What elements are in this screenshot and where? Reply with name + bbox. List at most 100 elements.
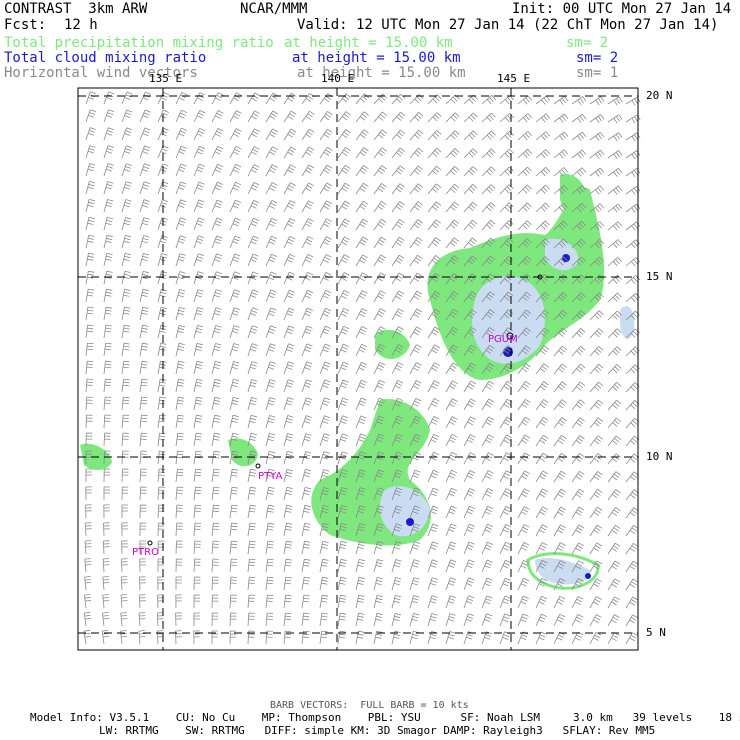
wind-barb xyxy=(121,342,130,357)
wind-barb xyxy=(445,505,457,519)
wind-barb xyxy=(391,308,404,321)
wind-barb xyxy=(175,91,188,105)
wind-barb xyxy=(553,524,566,537)
wind-barb xyxy=(445,487,457,501)
wind-barb xyxy=(283,325,295,339)
wind-barb xyxy=(463,577,475,591)
wind-barb xyxy=(139,342,149,357)
wind-barb xyxy=(121,522,128,537)
model-info-line1: Model Info: V3.5.1 CU: No Cu MP: Thompso… xyxy=(30,711,740,724)
wind-barb xyxy=(553,327,568,339)
wind-barb xyxy=(553,238,568,249)
wind-barb xyxy=(103,127,115,141)
wind-barb xyxy=(319,379,331,393)
model-info-line2: LW: RRTMG SW: RRTMG DIFF: simple KM: 3D … xyxy=(99,724,656,737)
wind-barb xyxy=(175,271,186,285)
wind-barb xyxy=(409,559,420,573)
wind-barb xyxy=(247,343,258,357)
wind-barb xyxy=(283,110,297,123)
wind-barb xyxy=(211,486,220,501)
wind-barb xyxy=(337,146,351,159)
wind-barb xyxy=(337,505,348,519)
wind-barb xyxy=(589,131,605,141)
wind-barb xyxy=(193,199,205,213)
wind-barb xyxy=(319,576,329,591)
wind-barb xyxy=(301,93,315,105)
wind-barb xyxy=(211,307,222,321)
wind-barb xyxy=(301,343,313,357)
wind-barb xyxy=(589,453,603,465)
wind-barb xyxy=(607,310,622,321)
wind-barb xyxy=(283,630,292,645)
wind-barb xyxy=(463,112,478,123)
wind-barb xyxy=(499,470,512,483)
wind-barb xyxy=(589,381,604,393)
wind-barb xyxy=(85,288,95,303)
wind-barb xyxy=(211,450,221,465)
wind-barb xyxy=(337,200,351,213)
wind-barb xyxy=(139,235,150,249)
wind-barb xyxy=(607,328,622,339)
wind-barb xyxy=(391,344,404,357)
wind-barb xyxy=(265,468,275,483)
wind-barb xyxy=(409,344,422,357)
wind-barb xyxy=(517,434,531,447)
wind-barb xyxy=(319,164,333,177)
wind-barb xyxy=(139,522,147,537)
wind-barb xyxy=(355,397,367,411)
wind-barb xyxy=(247,164,260,177)
lon-label-135: 135 E xyxy=(149,72,183,85)
wind-barb xyxy=(337,487,348,501)
wind-barb xyxy=(463,452,476,465)
wind-barb xyxy=(355,93,370,105)
wind-barb xyxy=(102,612,110,627)
wind-barb xyxy=(409,147,424,159)
wind-barb xyxy=(481,380,495,393)
wind-barb xyxy=(265,271,277,285)
wind-barb xyxy=(337,397,349,411)
wind-barb xyxy=(175,594,182,609)
wind-barb xyxy=(571,631,584,645)
wind-barb xyxy=(193,522,202,537)
wind-barb xyxy=(103,306,113,321)
wind-barb xyxy=(103,288,113,303)
wind-barb xyxy=(517,577,530,591)
wind-barb xyxy=(283,200,296,213)
field-sm-cloud: sm= 2 xyxy=(576,50,619,66)
wind-barb xyxy=(409,112,424,123)
wind-barb xyxy=(445,326,459,339)
wind-barb xyxy=(319,505,330,519)
wind-barb xyxy=(571,131,587,141)
wind-barb xyxy=(427,487,439,501)
station-markers xyxy=(147,274,543,546)
wind-barb xyxy=(481,470,494,483)
wind-barb xyxy=(301,128,315,141)
wind-barb xyxy=(283,92,297,105)
wind-barb xyxy=(355,576,365,591)
wind-barb xyxy=(553,310,568,321)
cloud-core-south xyxy=(406,518,414,526)
wind-barb xyxy=(571,596,584,609)
wind-barb xyxy=(499,541,512,555)
wind-barb xyxy=(193,289,204,303)
wind-barb xyxy=(193,307,204,321)
wind-barb xyxy=(85,414,93,429)
wind-barb xyxy=(625,542,639,555)
wind-barb xyxy=(535,327,550,339)
wind-barb xyxy=(157,253,168,267)
wind-barb xyxy=(463,595,475,609)
wind-barb xyxy=(409,541,421,555)
wind-barb xyxy=(409,433,422,447)
wind-barb xyxy=(535,399,549,411)
wind-barb xyxy=(517,488,530,501)
wind-barb xyxy=(85,163,96,177)
wind-barb xyxy=(571,185,587,195)
wind-barb xyxy=(157,396,166,411)
wind-barb xyxy=(193,360,203,375)
wind-barb xyxy=(157,522,165,537)
wind-barb xyxy=(103,199,114,213)
wind-barb xyxy=(84,558,92,573)
wind-barb xyxy=(553,256,568,267)
wind-barb xyxy=(193,92,206,105)
wind-barb xyxy=(121,558,128,573)
